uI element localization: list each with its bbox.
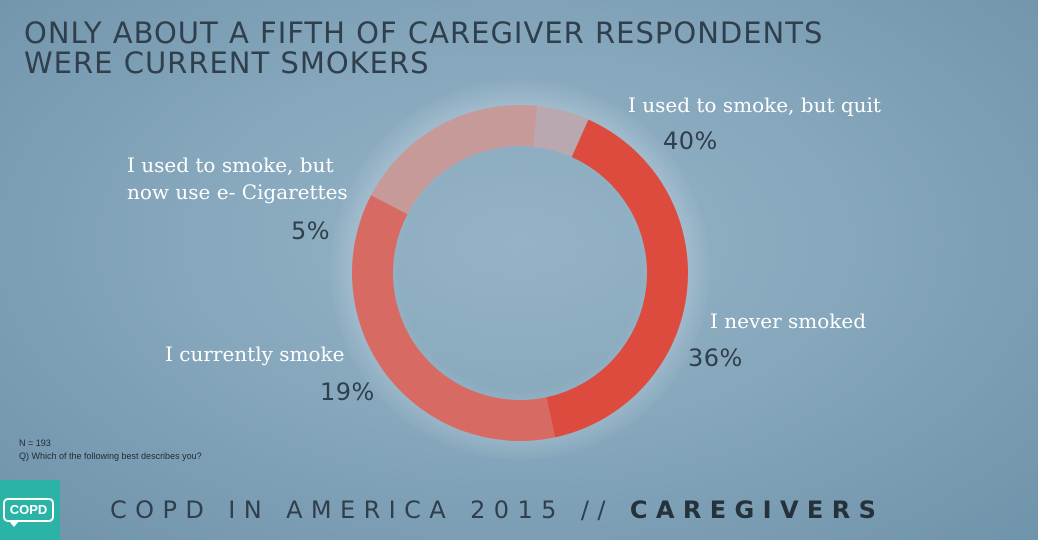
slice-label-never: I never smoked — [710, 309, 867, 333]
copd-logo-text: COPD — [3, 498, 54, 522]
sample-size-note: N = 193 — [19, 438, 51, 448]
donut-slice-ecig — [533, 105, 589, 157]
slice-value-current: 19% — [320, 378, 375, 406]
slice-value-never: 36% — [688, 344, 743, 372]
slice-label-ecig: I used to smoke, but now use e- Cigarett… — [127, 152, 348, 206]
chart-title-line-2: WERE CURRENT SMOKERS — [24, 46, 430, 80]
speech-bubble-tail-icon — [8, 520, 20, 527]
slice-label-ecig-line-2: now use e- Cigarettes — [127, 180, 348, 204]
slice-label-current: I currently smoke — [165, 342, 345, 366]
chart-title: ONLY ABOUT A FIFTH OF CAREGIVER RESPONDE… — [24, 18, 924, 78]
donut-slice-never — [351, 195, 555, 441]
footer: COPD IN AMERICA 2015 // CAREGIVERS — [110, 496, 884, 524]
slice-value-quit: 40% — [663, 127, 718, 155]
slice-label-ecig-line-1: I used to smoke, but — [127, 153, 334, 177]
footer-bold: CAREGIVERS — [629, 496, 885, 524]
donut-slice-quit — [546, 119, 688, 438]
slice-label-quit: I used to smoke, but quit — [628, 93, 881, 117]
donut-slice-current — [371, 104, 538, 215]
slice-value-ecig: 5% — [291, 217, 331, 245]
copd-logo: COPD — [0, 480, 60, 540]
footer-text: COPD IN AMERICA 2015 // — [110, 496, 614, 524]
question-note: Q) Which of the following best describes… — [19, 451, 202, 461]
chart-title-line-1: ONLY ABOUT A FIFTH OF CAREGIVER RESPONDE… — [24, 16, 824, 50]
